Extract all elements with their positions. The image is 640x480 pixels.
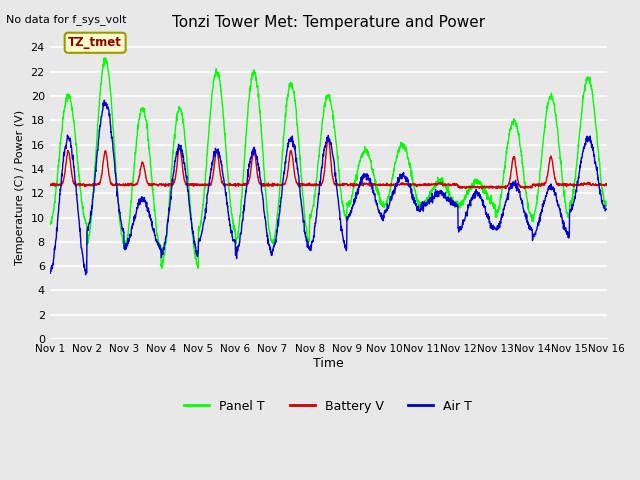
Text: No data for f_sys_volt: No data for f_sys_volt — [6, 14, 127, 25]
Title: Tonzi Tower Met: Temperature and Power: Tonzi Tower Met: Temperature and Power — [172, 15, 484, 30]
X-axis label: Time: Time — [313, 357, 344, 370]
Y-axis label: Temperature (C) / Power (V): Temperature (C) / Power (V) — [15, 109, 25, 264]
Text: TZ_tmet: TZ_tmet — [68, 36, 122, 49]
Legend: Panel T, Battery V, Air T: Panel T, Battery V, Air T — [179, 395, 477, 418]
